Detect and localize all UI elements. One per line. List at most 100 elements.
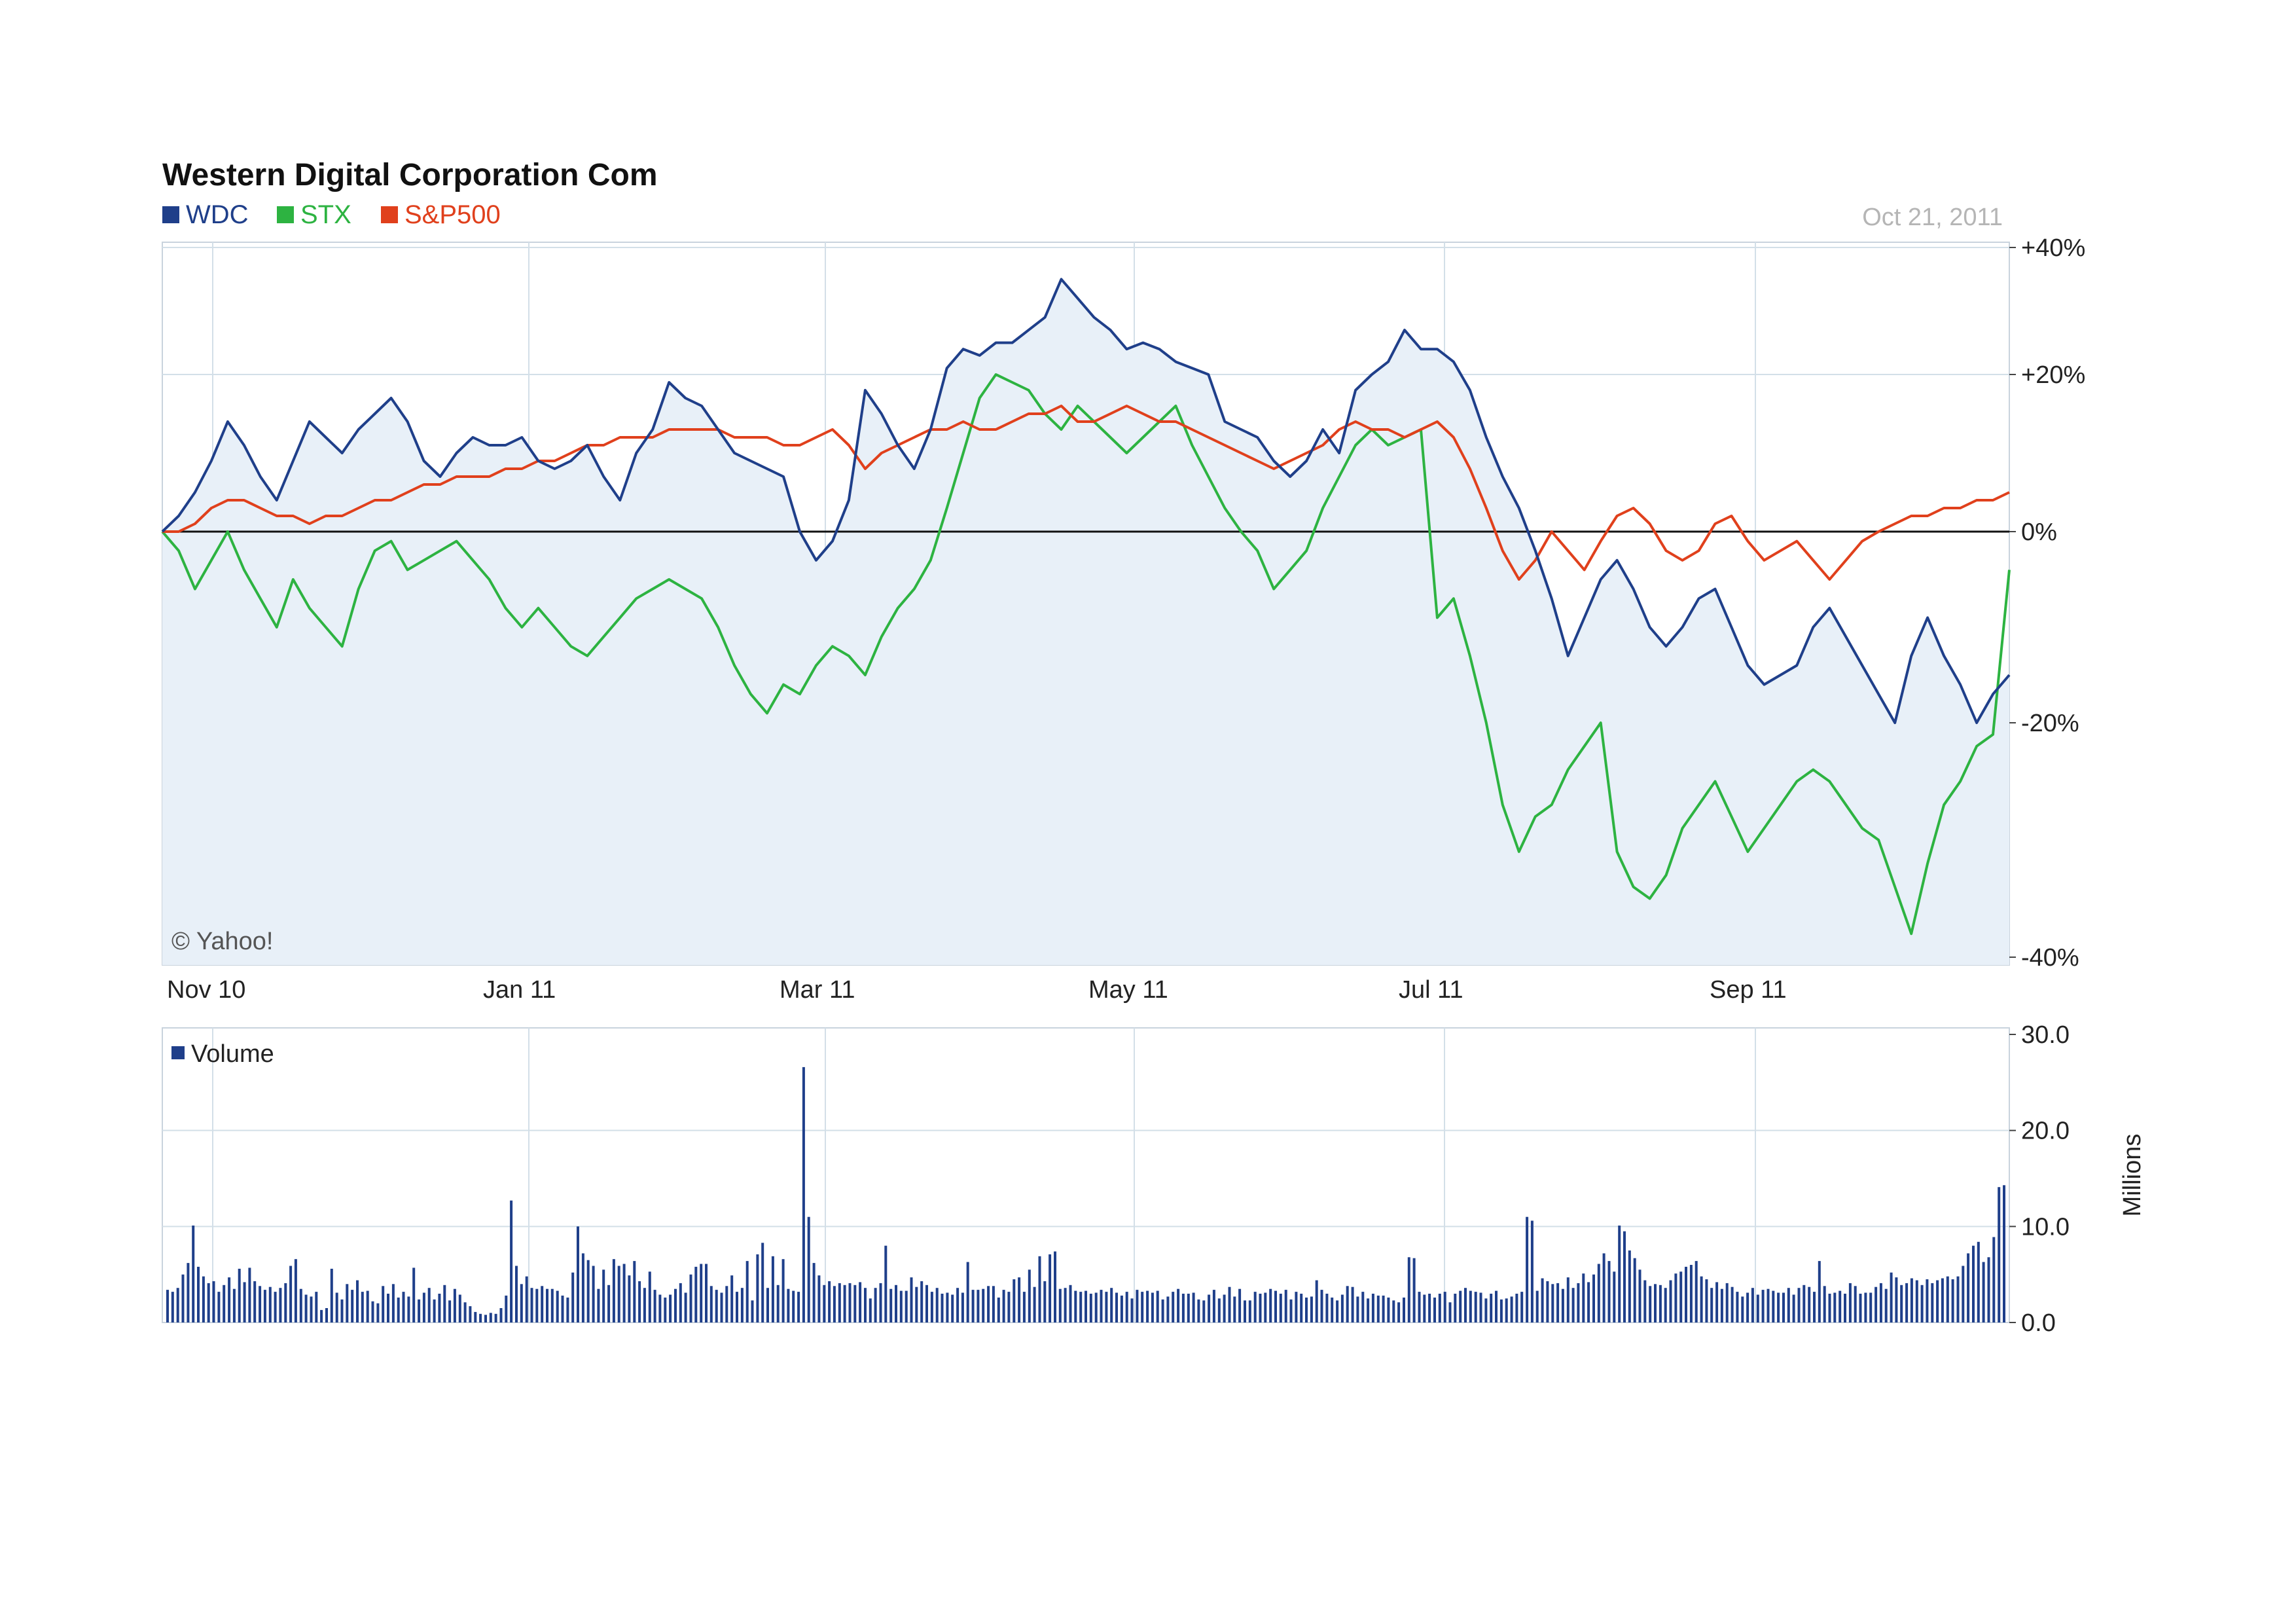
volume-bar (1499, 1299, 1503, 1322)
volume-bar (1490, 1294, 1493, 1322)
series-line-sp500[interactable] (162, 405, 2010, 581)
volume-bar (736, 1292, 738, 1322)
volume-bar (520, 1284, 523, 1322)
volume-bar (1700, 1276, 1703, 1322)
volume-bar (453, 1288, 456, 1322)
volume-bar (279, 1288, 282, 1322)
volume-bar (776, 1285, 780, 1322)
volume-bar (1879, 1283, 1882, 1322)
volume-bar (740, 1288, 744, 1322)
legend-label-wdc[interactable]: WDC (186, 200, 249, 229)
volume-bar (1951, 1279, 1954, 1322)
volume-bar (212, 1281, 215, 1322)
volume-bar (1105, 1292, 1108, 1322)
volume-bar (1038, 1256, 1041, 1322)
volume-bar (356, 1280, 359, 1322)
volume-bar (633, 1261, 636, 1322)
volume-bar (1664, 1288, 1667, 1322)
volume-bar (602, 1269, 605, 1322)
legend-label-sp500[interactable]: S&P500 (404, 200, 501, 229)
volume-bar (366, 1290, 369, 1322)
volume-bar (1741, 1296, 1744, 1322)
volume-bar (1628, 1250, 1631, 1322)
volume-bar (1259, 1294, 1262, 1322)
volume-bar (1474, 1292, 1477, 1322)
volume-bar (946, 1292, 949, 1322)
volume-bar (889, 1288, 893, 1322)
volume-bar (1376, 1295, 1380, 1322)
volume-bar (761, 1243, 764, 1322)
volume-bar (1674, 1273, 1677, 1322)
volume-bar (1295, 1292, 1298, 1322)
volume-bar (1797, 1288, 1801, 1322)
yahoo-watermark: © Yahoo! (171, 928, 274, 955)
volume-bar (1284, 1290, 1287, 1322)
volume-bar (1992, 1237, 1996, 1322)
volume-bar (1192, 1292, 1195, 1322)
chart-date: Oct 21, 2011 (1862, 204, 2003, 231)
volume-bar (1571, 1288, 1575, 1322)
volume-bar (1705, 1279, 1708, 1322)
series-line-wdc[interactable] (161, 278, 2011, 724)
volume-bar (797, 1292, 800, 1322)
volume-bar (479, 1313, 482, 1322)
volume-bar (1228, 1286, 1231, 1322)
volume-bar (1382, 1295, 1385, 1322)
volume-bar (1633, 1258, 1636, 1322)
volume-ytick-label: 30.0 (2021, 1021, 2070, 1049)
legend-swatch-stx (277, 206, 294, 223)
volume-bar (1561, 1288, 1564, 1322)
volume-bar (1854, 1286, 1857, 1322)
volume-bar (1602, 1253, 1605, 1322)
volume-bar (1848, 1283, 1852, 1322)
volume-bar (1028, 1269, 1031, 1322)
volume-bar (176, 1288, 179, 1322)
volume-bar (1900, 1285, 1903, 1322)
volume-bar (1654, 1284, 1657, 1322)
price-ytick-label: -20% (2021, 710, 2079, 737)
volume-bar (1202, 1300, 1206, 1322)
volume-horizontal-gridlines (162, 1129, 2009, 1228)
volume-bar (617, 1266, 620, 1322)
volume-bar (1515, 1294, 1518, 1322)
volume-bar (433, 1299, 436, 1322)
volume-bar (1587, 1282, 1590, 1322)
legend-label-stx[interactable]: STX (300, 200, 351, 229)
volume-bar (561, 1295, 564, 1322)
volume-bar (494, 1313, 497, 1322)
volume-bar (1208, 1294, 1211, 1322)
volume-bar (243, 1282, 246, 1322)
volume-bar (315, 1292, 318, 1322)
price-ytick-label: +20% (2021, 361, 2085, 389)
volume-bar (1761, 1290, 1765, 1322)
volume-bar (700, 1264, 703, 1322)
volume-bar (1884, 1288, 1888, 1322)
volume-bar (961, 1292, 964, 1322)
volume-bar (1181, 1294, 1185, 1322)
volume-bar (992, 1286, 995, 1322)
volume-bar (1556, 1283, 1560, 1322)
volume-bar (1248, 1300, 1251, 1322)
volume-bar (1443, 1292, 1446, 1322)
volume-bar (1823, 1286, 1826, 1322)
volume-bar (1695, 1261, 1698, 1322)
volume-bar (864, 1288, 867, 1322)
volume-bar (1336, 1300, 1339, 1322)
volume-bar (1915, 1280, 1918, 1322)
volume-bar (756, 1254, 759, 1322)
price-xtick-label: Sep 11 (1710, 976, 1787, 1004)
volume-bar (1325, 1294, 1329, 1322)
volume-bar (1371, 1294, 1374, 1322)
volume-bar (1956, 1276, 1960, 1322)
volume-bar (1438, 1294, 1441, 1322)
volume-bar (1864, 1292, 1867, 1322)
series-line-stx[interactable] (161, 373, 2011, 936)
volume-bar (458, 1294, 461, 1322)
volume-bar (181, 1274, 185, 1322)
volume-bar (1253, 1292, 1257, 1322)
volume-bar (541, 1286, 544, 1322)
volume-bar (1910, 1278, 1913, 1322)
volume-bar (1407, 1257, 1410, 1322)
volume-bar (1120, 1295, 1123, 1322)
volume-bar (412, 1267, 416, 1322)
